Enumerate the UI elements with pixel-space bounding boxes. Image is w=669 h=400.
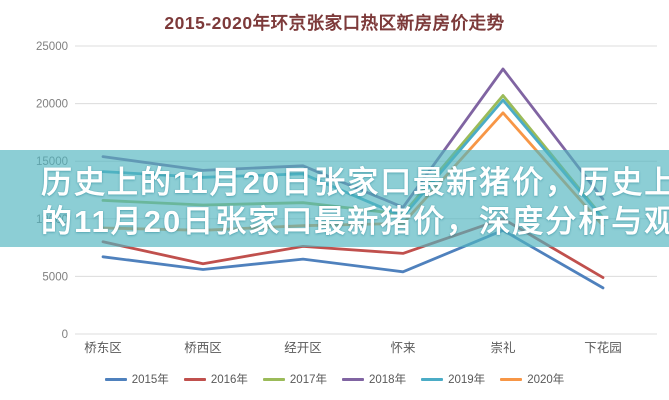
legend-swatch-icon [342, 377, 364, 381]
legend-label: 2020年 [527, 374, 565, 386]
chart-legend: 2015年 2016年 2017年 2018年 2019年 2020年 [0, 371, 669, 387]
legend-item-2020年: 2020年 [500, 371, 564, 387]
x-axis-category-label: 下花园 [584, 340, 622, 355]
x-axis-category-label: 怀来 [390, 341, 416, 355]
legend-swatch-icon [104, 377, 127, 381]
chart-title: 2015-2020年环京张家口热区新房房价走势 [164, 13, 505, 33]
y-axis-tick-label: 20000 [36, 99, 68, 111]
x-axis-category-label: 桥东区 [84, 341, 122, 355]
legend-item-2019年: 2019年 [421, 371, 485, 387]
y-axis-tick-label: 0 [62, 329, 68, 341]
y-axis-tick-label: 5000 [42, 271, 68, 283]
x-axis-category-label: 崇礼 [490, 340, 515, 355]
legend-swatch-icon [500, 377, 523, 381]
legend-item-2015年: 2015年 [104, 371, 169, 387]
overlay-banner: 历史上的11月20日张家口最新猪价，历史上 的11月20日张家口最新猪价，深度分… [0, 150, 669, 247]
legend-label: 2015年 [131, 374, 169, 386]
legend-swatch-icon [262, 377, 285, 381]
overlay-text-line1: 历史上的11月20日张家口最新猪价，历史上 [41, 165, 669, 200]
legend-label: 2016年 [210, 374, 248, 386]
x-axis-category-label: 桥西区 [184, 341, 222, 355]
legend-swatch-icon [421, 377, 444, 381]
legend-label: 2017年 [289, 374, 327, 386]
y-axis-tick-label: 25000 [36, 41, 68, 53]
legend-label: 2019年 [448, 374, 486, 386]
legend-label: 2018年 [369, 374, 407, 386]
legend-swatch-icon [183, 377, 206, 381]
overlay-text-line2: 的11月20日张家口最新猪价，深度分析与观 [41, 204, 669, 239]
x-axis-category-label: 经开区 [284, 341, 322, 355]
legend-item-2018年: 2018年 [342, 371, 406, 387]
legend-item-2016年: 2016年 [183, 371, 248, 387]
legend-item-2017年: 2017年 [262, 371, 327, 387]
